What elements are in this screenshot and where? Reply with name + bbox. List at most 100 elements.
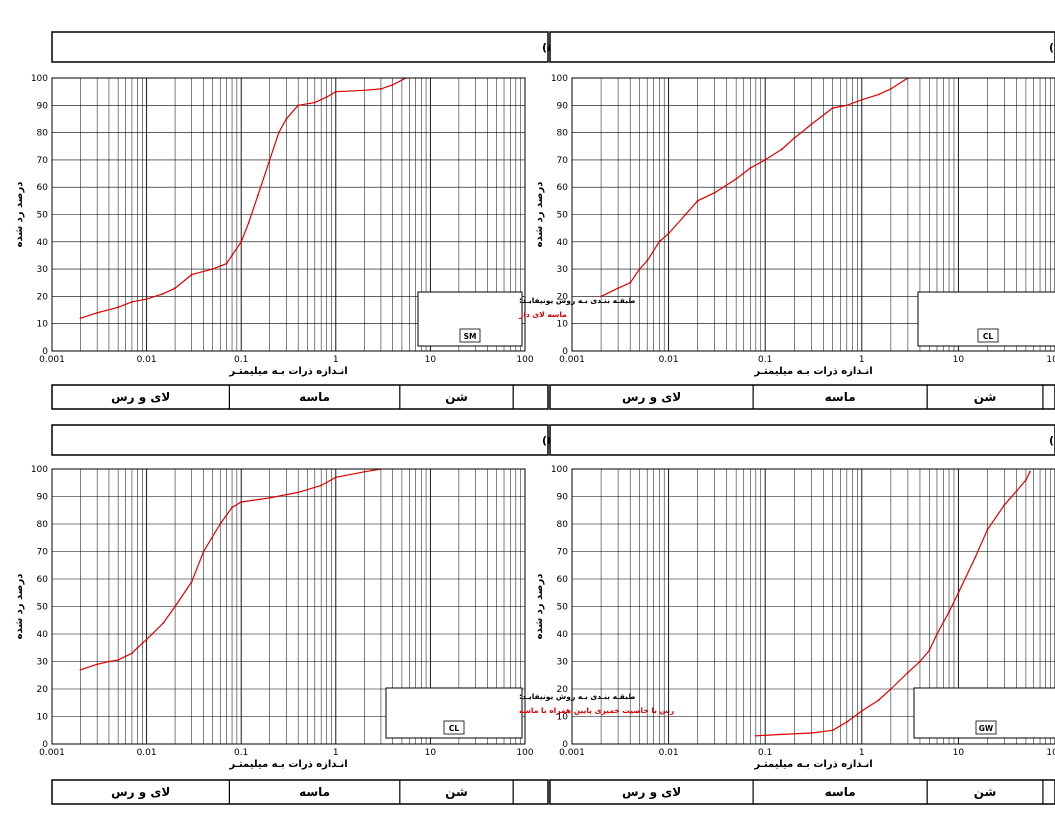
classification-legend: طبقـه بنـدی بـه روش یونیفایـد:رس با خاصی…	[917, 291, 1055, 347]
y-tick-label: 100	[31, 465, 48, 475]
data-point	[735, 178, 738, 180]
data-point	[363, 470, 366, 473]
legend-title: طبقـه بنـدی بـه روش یونیفایـد:	[519, 692, 635, 701]
data-point	[334, 476, 337, 479]
data-point	[211, 268, 214, 270]
data-point	[646, 260, 649, 262]
y-tick-label: 20	[557, 292, 569, 302]
data-point	[131, 300, 133, 303]
data-point	[919, 660, 921, 663]
classification-code-box	[443, 720, 465, 735]
data-point	[108, 660, 110, 663]
y-tick-label: 20	[557, 685, 569, 695]
chart-panel-4: منحـنی دانـه بنـدی بـه روش یونیفایـد عمـ…	[534, 424, 1055, 805]
y-tick-label: 0	[42, 740, 48, 750]
soil-band-frame	[549, 779, 1055, 805]
data-point	[256, 194, 259, 197]
x-tick-label: 0.001	[559, 748, 585, 758]
data-point	[877, 699, 880, 701]
data-point	[391, 83, 394, 86]
chart-title: منحـنی دانـه بنـدی بـه روش یونیفایـد عمـ…	[1049, 434, 1055, 447]
y-tick-label: 40	[37, 630, 49, 640]
data-point	[136, 646, 139, 649]
y-tick-label: 50	[557, 603, 569, 613]
data-point	[117, 659, 120, 662]
data-point	[202, 550, 205, 553]
y-tick-label: 100	[551, 74, 568, 84]
x-tick-label: 0.01	[659, 748, 679, 758]
data-point	[749, 167, 752, 169]
x-tick-label: 0.1	[234, 355, 248, 365]
y-tick-label: 40	[37, 238, 49, 248]
data-point	[754, 734, 757, 737]
data-point	[764, 159, 767, 161]
y-tick-label: 80	[37, 129, 49, 139]
data-point	[117, 306, 120, 309]
data-point	[162, 622, 165, 624]
data-point	[277, 131, 280, 134]
x-tick-label: 0.001	[559, 355, 585, 365]
classification-code: CL	[983, 332, 994, 341]
soil-band-label: شن	[445, 785, 468, 799]
soil-band-label: شن	[974, 390, 997, 404]
data-point	[162, 292, 165, 295]
x-tick-label: 100	[516, 748, 533, 758]
y-tick-label: 60	[557, 183, 569, 193]
soil-band-row: لای و رس ماسه شن	[51, 384, 549, 410]
y-tick-label: 0	[42, 347, 48, 357]
plot-area	[52, 78, 525, 351]
chart-title-box	[549, 424, 1055, 456]
data-point	[96, 311, 99, 314]
data-point	[231, 254, 233, 257]
x-axis-label: انـدازه ذرات بـه میلیمتـر	[228, 759, 347, 770]
data-point	[225, 262, 228, 265]
y-tick-label: 80	[37, 520, 49, 530]
data-point	[928, 649, 931, 652]
data-point	[190, 273, 193, 276]
y-tick-label: 20	[37, 292, 49, 302]
data-point	[190, 580, 193, 583]
plot-border	[51, 77, 526, 352]
x-tick-label: 100	[516, 355, 533, 365]
y-tick-label: 80	[557, 129, 569, 139]
y-tick-label: 90	[557, 493, 569, 503]
data-point	[831, 107, 834, 109]
classification-code-box	[975, 720, 997, 735]
data-point	[810, 732, 813, 734]
x-tick-label: 10	[425, 748, 437, 758]
x-tick-label: 1	[859, 355, 865, 365]
classification-legend: طبقـه بنـدی بـه روش یونیفایـد:شن بـا دان…	[913, 687, 1055, 739]
soil-band-row: لای و رس ماسه شن	[549, 384, 1055, 410]
data-point	[974, 556, 977, 558]
y-tick-label: 70	[557, 548, 569, 558]
data-point	[684, 213, 687, 216]
soil-band-frame	[51, 779, 549, 805]
classification-code: GW	[979, 724, 994, 733]
x-tick-label: 100	[1046, 748, 1055, 758]
y-tick-label: 50	[37, 211, 49, 221]
legend-description: رس با خاصیت خمیری پایین همراه با ماسه	[519, 706, 674, 715]
data-point	[831, 729, 834, 732]
data-point	[231, 506, 233, 509]
x-tick-label: 0.001	[39, 355, 65, 365]
y-tick-label: 50	[557, 211, 569, 221]
x-tick-label: 0.1	[234, 748, 248, 758]
data-point	[713, 191, 716, 194]
x-tick-label: 1	[333, 355, 339, 365]
x-tick-label: 10	[953, 355, 965, 365]
x-axis-label: انـدازه ذرات بـه میلیمتـر	[228, 366, 347, 377]
classification-code-box	[977, 328, 999, 343]
soil-band-row: لای و رس ماسه شن	[51, 779, 549, 805]
data-point	[860, 710, 863, 712]
legend-description: ماسه لای دار	[518, 310, 567, 319]
y-tick-label: 30	[37, 265, 49, 275]
soil-band-label: لای و رس	[622, 785, 681, 800]
data-point	[617, 287, 619, 290]
y-tick-label: 30	[37, 658, 49, 668]
data-point	[297, 491, 300, 494]
data-point	[268, 496, 271, 499]
data-point	[948, 611, 950, 613]
x-axis-label: انـدازه ذرات بـه میلیمتـر	[753, 759, 872, 770]
data-point	[781, 148, 784, 150]
data-point	[667, 232, 670, 235]
